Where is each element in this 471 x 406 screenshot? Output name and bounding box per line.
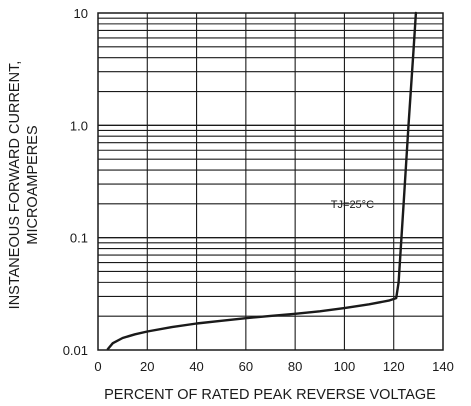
x-tick-label: 20: [140, 359, 154, 374]
y-axis-ticks: 0.01 0.1 1.0 10: [63, 6, 88, 358]
y-tick-label: 0.01: [63, 343, 88, 358]
x-tick-label: 60: [239, 359, 253, 374]
annotation-tj: TJ=25°C: [331, 199, 374, 211]
x-tick-label: 100: [334, 359, 356, 374]
y-axis-label-line-1: INSTANEOUS FORWARD CURRENT,: [7, 61, 23, 310]
x-tick-label: 0: [94, 359, 101, 374]
x-tick-label: 120: [383, 359, 405, 374]
y-tick-label: 0.1: [70, 231, 88, 246]
plot-frame: [97, 12, 444, 351]
x-axis-ticks: 0 20 40 60 80 100 120 140: [94, 359, 453, 374]
x-tick-label: 80: [288, 359, 302, 374]
y-axis-label-line-2: MICROAMPERES: [25, 125, 41, 244]
grid: [98, 13, 443, 350]
y-tick-label: 1.0: [70, 118, 88, 133]
x-axis-label: PERCENT OF RATED PEAK REVERSE VOLTAGE: [104, 387, 436, 403]
x-tick-label: 40: [189, 359, 203, 374]
series-line: [106, 11, 418, 351]
x-tick-label: 140: [432, 359, 454, 374]
y-tick-label: 10: [74, 6, 88, 21]
